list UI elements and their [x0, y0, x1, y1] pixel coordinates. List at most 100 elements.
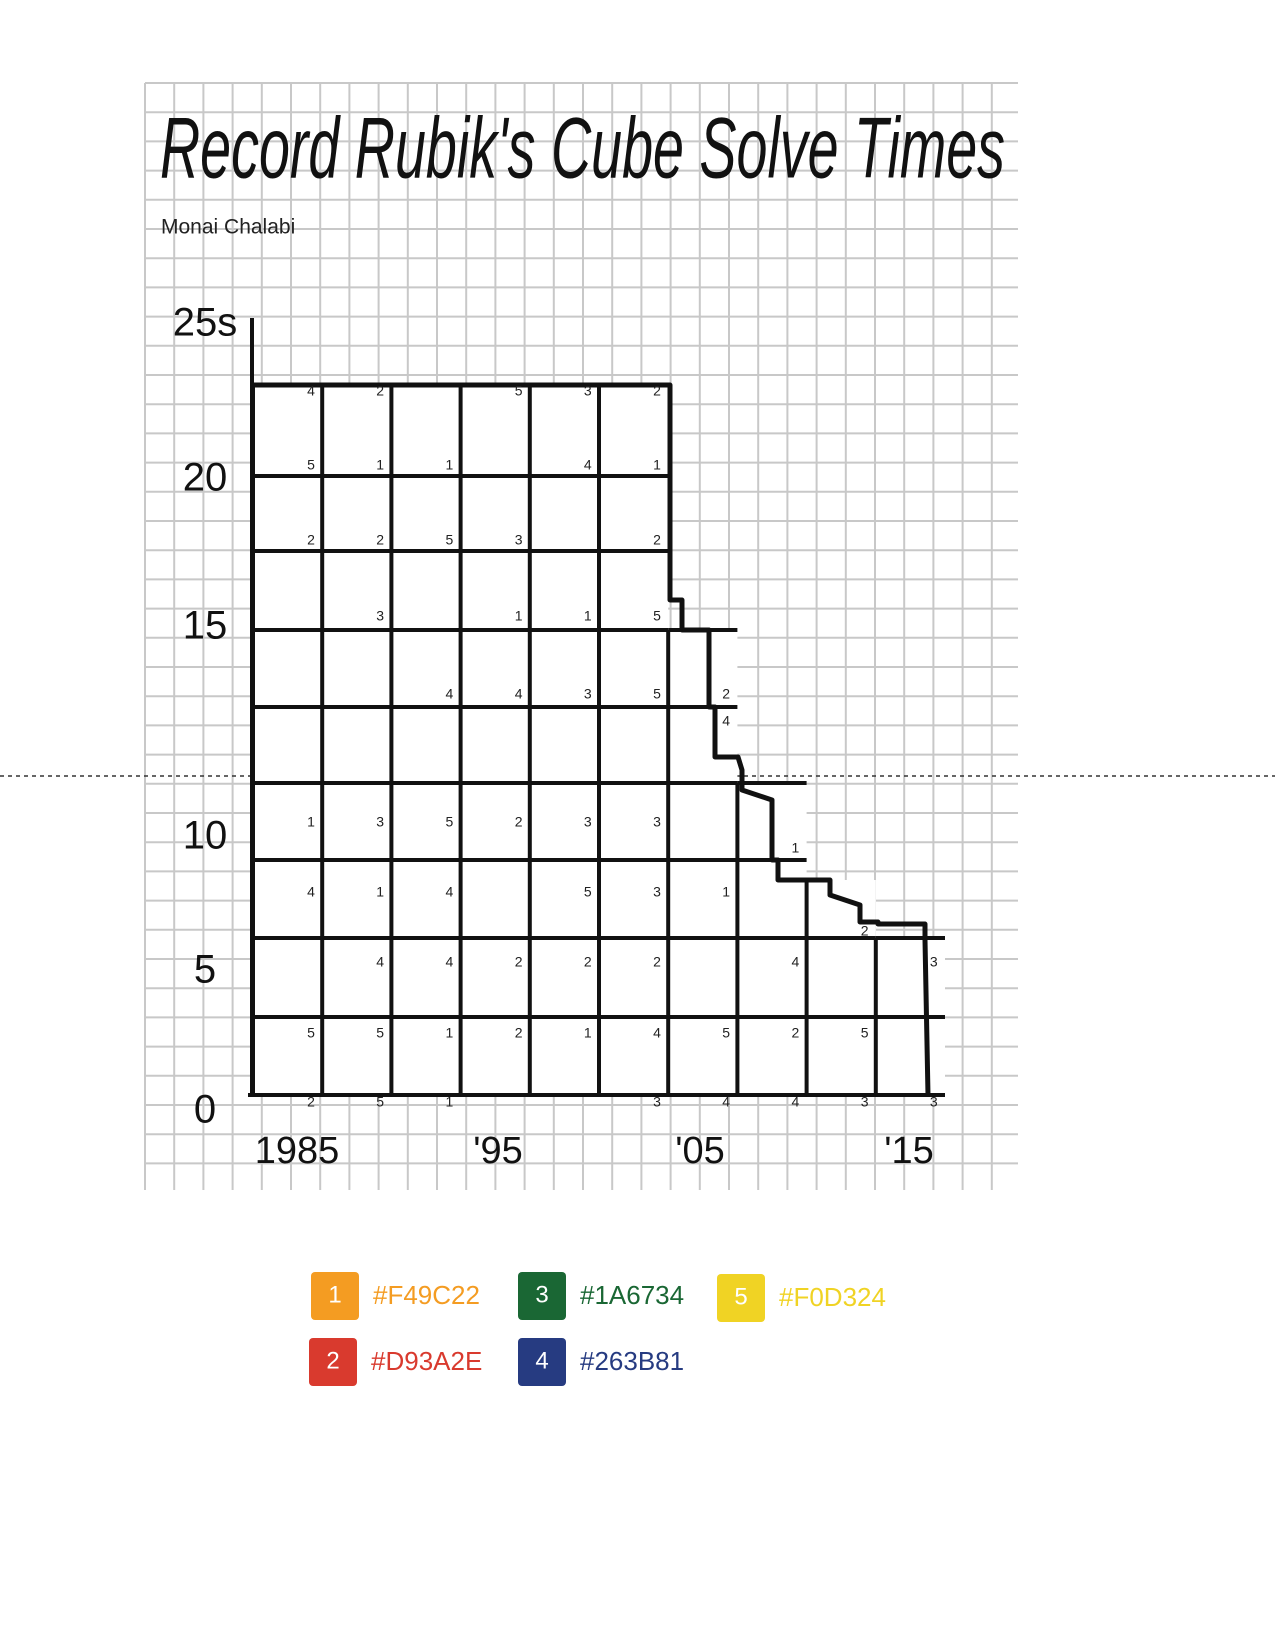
cell-number: 5: [861, 1025, 869, 1041]
y-axis-label: 20: [183, 456, 228, 500]
cell-number: 1: [446, 1025, 454, 1041]
cell-number: 5: [307, 1025, 315, 1041]
cell-number: 5: [722, 1025, 730, 1041]
cell-number: 2: [307, 532, 315, 548]
y-axis-label: 15: [183, 604, 228, 648]
cell-number: 5: [446, 814, 454, 830]
cell-number: 4: [722, 713, 730, 729]
cell-column: [322, 385, 392, 1095]
legend-swatch: [518, 1272, 566, 1320]
y-axis-label: 10: [183, 814, 228, 858]
legend-number: 3: [535, 1281, 548, 1308]
cell-number: 4: [307, 884, 315, 900]
cell-number: 2: [792, 1025, 800, 1041]
cell-column: [599, 385, 669, 1095]
cell-number: 2: [307, 1094, 315, 1110]
cell-number: 1: [376, 884, 384, 900]
cell-number: 3: [584, 686, 592, 702]
cell-number: 1: [515, 608, 523, 624]
y-axis-label: 0: [194, 1088, 216, 1132]
cell-number: 5: [653, 608, 661, 624]
legend-number: 4: [535, 1347, 548, 1374]
cell-number: 4: [653, 1025, 661, 1041]
legend-number: 5: [734, 1283, 747, 1310]
cell-number: 4: [376, 954, 384, 970]
cell-number: 3: [515, 532, 523, 548]
cell-number: 1: [446, 457, 454, 473]
legend-number: 1: [328, 1281, 341, 1308]
cell-number: 3: [376, 608, 384, 624]
cell-number: 3: [584, 814, 592, 830]
cell-number: 5: [376, 1025, 384, 1041]
cell-number: 4: [446, 884, 454, 900]
title: Record Rubik's Cube Solve Times: [160, 101, 1005, 197]
cell-number: 2: [584, 954, 592, 970]
cell-number: 3: [653, 1094, 661, 1110]
cell-number: 2: [515, 814, 523, 830]
cell-column: [460, 385, 530, 1095]
x-axis-label: 1985: [255, 1130, 340, 1172]
legend-swatch: [309, 1338, 357, 1386]
cell-number: 4: [584, 457, 592, 473]
cell-number: 4: [515, 686, 523, 702]
legend-number: 2: [326, 1347, 339, 1374]
record-outline: [253, 382, 931, 1096]
legend-code: #F0D324: [779, 1282, 886, 1312]
cell-column: [391, 385, 461, 1095]
cell-number: 5: [515, 383, 523, 399]
author: Monai Chalabi: [161, 216, 295, 239]
legend-swatch: [311, 1272, 359, 1320]
x-axis-label: '95: [473, 1130, 523, 1172]
cell-number: 3: [861, 1094, 869, 1110]
legend-swatch: [518, 1338, 566, 1386]
cell-number: 4: [446, 954, 454, 970]
cell-number: 5: [307, 457, 315, 473]
cell-number: 2: [653, 383, 661, 399]
cell-number: 2: [515, 954, 523, 970]
cell-number: 5: [376, 1094, 384, 1110]
cell-number: 5: [446, 532, 454, 548]
cell-number: 2: [861, 923, 869, 939]
cell-number: 2: [653, 532, 661, 548]
cell-number: 3: [653, 884, 661, 900]
y-axis-label: 25s: [173, 301, 238, 345]
x-axis-label: '15: [884, 1130, 934, 1172]
chart-area: 4 2 5 3 2 5 1 1 4 1 2 2 5 3 2 3 1 1 5 4 4 3 5 2 4 1 3 5 2 3 3 1 4 1 4 5 3 1 2 4…: [248, 318, 945, 1110]
cell-number: 4: [792, 954, 800, 970]
cell-number: 2: [653, 954, 661, 970]
cell-number: 3: [584, 383, 592, 399]
cell-column: [806, 880, 876, 1095]
cell-number: 5: [653, 686, 661, 702]
cell-number: 3: [930, 954, 938, 970]
cell-number: 2: [515, 1025, 523, 1041]
y-axis-label: 5: [194, 948, 216, 992]
cell-column: [529, 385, 599, 1095]
cell-number: 1: [653, 457, 661, 473]
cell-number: 1: [446, 1094, 454, 1110]
cell-number: 2: [376, 383, 384, 399]
cell-column: [253, 385, 323, 1095]
cell-number: 5: [584, 884, 592, 900]
cell-number: 3: [930, 1094, 938, 1110]
cell-number: 4: [722, 1094, 730, 1110]
cell-number: 4: [792, 1094, 800, 1110]
x-axis-label: '05: [675, 1130, 725, 1172]
cell-number: 2: [376, 532, 384, 548]
legend-code: #1A6734: [580, 1280, 684, 1310]
cell-number: 1: [584, 1025, 592, 1041]
legend-code: #263B81: [580, 1346, 684, 1376]
cell-number: 2: [722, 686, 730, 702]
cell-number: 3: [653, 814, 661, 830]
cell-number: 3: [376, 814, 384, 830]
legend-swatch: [717, 1274, 765, 1322]
cell-number: 1: [376, 457, 384, 473]
cell-number: 4: [307, 383, 315, 399]
cell-number: 1: [307, 814, 315, 830]
cell-number: 1: [792, 840, 800, 856]
cell-number: 4: [446, 686, 454, 702]
cell-number: 1: [584, 608, 592, 624]
legend-code: #F49C22: [373, 1280, 480, 1310]
legend-code: #D93A2E: [371, 1346, 482, 1376]
